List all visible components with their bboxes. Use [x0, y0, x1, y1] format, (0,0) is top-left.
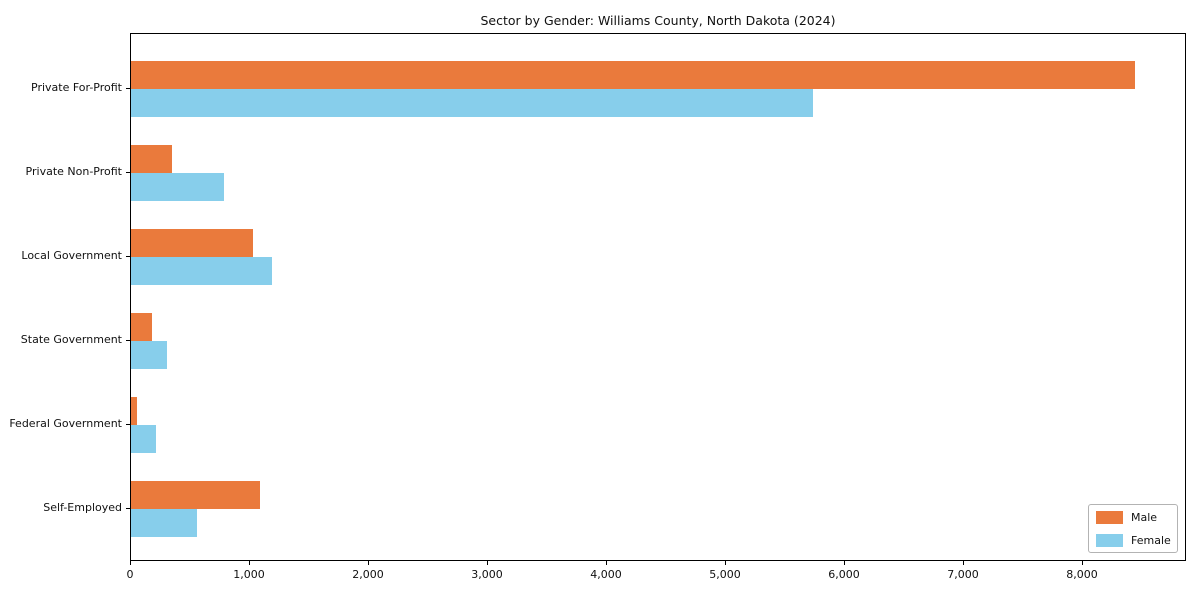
- bar-female-0: [131, 89, 813, 117]
- y-tick-label: Self-Employed: [43, 501, 122, 514]
- x-tick-label: 8,000: [1066, 568, 1098, 581]
- x-tick-mark: [367, 561, 369, 565]
- y-tick-mark: [126, 424, 130, 425]
- x-tick-label: 2,000: [352, 568, 384, 581]
- x-tick-mark: [962, 561, 964, 565]
- bar-male-5: [131, 481, 261, 509]
- y-tick-label: Private Non-Profit: [25, 165, 122, 178]
- y-tick-label: Local Government: [21, 249, 122, 262]
- bar-female-1: [131, 173, 224, 201]
- x-tick-label: 5,000: [709, 568, 741, 581]
- legend-label: Male: [1131, 511, 1158, 524]
- y-tick-label: Federal Government: [9, 417, 122, 430]
- plot-area: [130, 33, 1186, 561]
- x-tick-mark: [605, 561, 607, 565]
- x-tick-mark: [248, 561, 250, 565]
- bar-female-2: [131, 257, 273, 285]
- y-tick-mark: [126, 172, 130, 173]
- x-tick-mark: [486, 561, 488, 565]
- bar-male-0: [131, 61, 1135, 89]
- y-tick-label: Private For-Profit: [31, 81, 122, 94]
- y-tick-mark: [126, 88, 130, 89]
- bar-male-3: [131, 313, 152, 341]
- x-tick-label: 1,000: [233, 568, 265, 581]
- x-tick-label: 3,000: [471, 568, 503, 581]
- legend-label: Female: [1131, 534, 1171, 547]
- legend-swatch-male: [1096, 511, 1123, 524]
- bar-male-1: [131, 145, 172, 173]
- x-tick-label: 4,000: [590, 568, 622, 581]
- bar-female-3: [131, 341, 167, 369]
- bar-female-5: [131, 509, 197, 537]
- y-tick-mark: [126, 340, 130, 341]
- y-tick-mark: [126, 508, 130, 509]
- y-tick-mark: [126, 256, 130, 257]
- y-tick-label: State Government: [20, 333, 122, 346]
- x-tick-label: 0: [126, 568, 134, 581]
- x-tick-mark: [1081, 561, 1083, 565]
- chart-title: Sector by Gender: Williams County, North…: [480, 13, 836, 28]
- x-tick-label: 7,000: [947, 568, 979, 581]
- legend-entry-female: Female: [1096, 534, 1171, 547]
- bar-female-4: [131, 425, 156, 453]
- x-tick-mark: [130, 561, 131, 565]
- bar-male-4: [131, 397, 137, 425]
- bar-male-2: [131, 229, 254, 257]
- legend-entry-male: Male: [1096, 511, 1170, 524]
- x-tick-label: 6,000: [828, 568, 860, 581]
- legend-swatch-female: [1096, 534, 1123, 547]
- x-tick-mark: [843, 561, 845, 565]
- x-tick-mark: [724, 561, 726, 565]
- legend: Male Female: [1088, 504, 1178, 553]
